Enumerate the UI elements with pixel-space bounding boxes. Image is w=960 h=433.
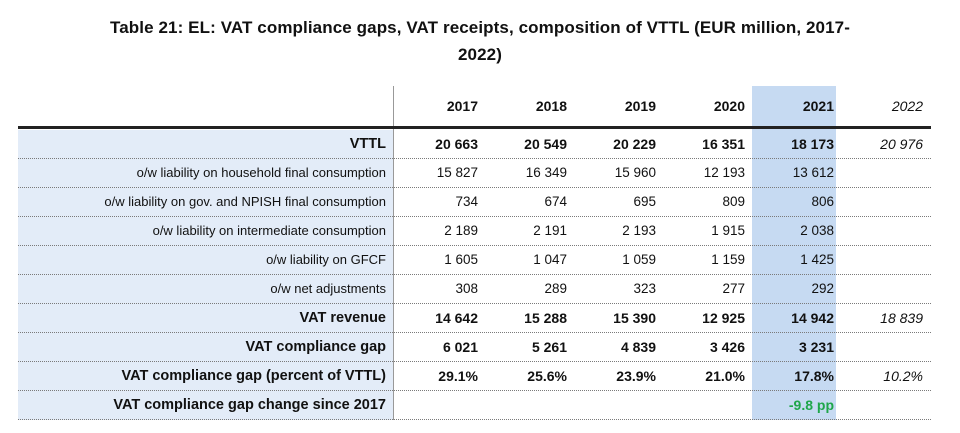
table-title-line1: Table 21: EL: VAT compliance gaps, VAT r…	[110, 18, 850, 37]
header-year: 2021	[802, 98, 834, 114]
row-label: VAT compliance gap change since 2017	[113, 397, 386, 413]
header-year: 2018	[535, 98, 567, 114]
highlight-column-2021	[752, 86, 836, 420]
table-cell: 20 229	[613, 136, 656, 152]
table-cell	[853, 217, 923, 245]
table-cell	[497, 391, 567, 419]
table-cell: 23.9%	[616, 368, 656, 384]
table-cell: 277	[722, 281, 745, 296]
label-column-background	[18, 130, 393, 420]
table-cell: 674	[544, 194, 567, 209]
table-cell: 1 047	[533, 252, 567, 267]
table-cell	[853, 333, 923, 361]
row-label: o/w net adjustments	[270, 281, 386, 296]
table-cell: 1 915	[711, 223, 745, 238]
table-cell: 16 351	[702, 136, 745, 152]
row-label: o/w liability on intermediate consumptio…	[152, 223, 386, 238]
table-cell: 20 663	[435, 136, 478, 152]
table-cell: 29.1%	[438, 368, 478, 384]
table-cell: 21.0%	[705, 368, 745, 384]
table-row: VTTL 20 663 20 549 20 229 16 351 18 173 20 976	[18, 130, 931, 159]
table-cell: 16 349	[525, 165, 567, 180]
table-cell: 15 390	[613, 310, 656, 326]
table-cell: 292	[811, 281, 834, 296]
table-cell: 2 191	[533, 223, 567, 238]
table-cell	[853, 188, 923, 216]
table-cell: 12 925	[702, 310, 745, 326]
header-year: 2017	[446, 98, 478, 114]
table-title: Table 21: EL: VAT compliance gaps, VAT r…	[0, 14, 960, 68]
table-row: o/w liability on GFCF 1 605 1 047 1 059 1 15…	[18, 246, 931, 275]
table-cell: 20 549	[524, 136, 567, 152]
row-label: VTTL	[349, 136, 386, 152]
table-cell: 25.6%	[527, 368, 567, 384]
table-cell: 15 288	[524, 310, 567, 326]
table-cell: 5 261	[531, 339, 567, 355]
table-row: VAT compliance gap change since 2017 -9.8…	[18, 391, 931, 420]
table-cell: 1 159	[711, 252, 745, 267]
table-row: VAT compliance gap 6 021 5 261 4 839 3 426 3 …	[18, 333, 931, 362]
table-cell: 1 605	[444, 252, 478, 267]
table-cell: 20 976	[880, 136, 923, 152]
table-cell: 15 827	[436, 165, 478, 180]
table-cell: 4 839	[620, 339, 656, 355]
table-cell: 1 059	[622, 252, 656, 267]
table-cell: 289	[544, 281, 567, 296]
table-cell	[853, 246, 923, 274]
table-row: VAT revenue 14 642 15 288 15 390 12 925 14 94…	[18, 304, 931, 333]
table-cell: 734	[455, 194, 478, 209]
table-cell: 1 425	[800, 252, 834, 267]
table-cell: 695	[633, 194, 656, 209]
table-cell: 15 960	[614, 165, 656, 180]
table-cell: 323	[633, 281, 656, 296]
table-cell	[586, 391, 656, 419]
table-cell: 2 189	[444, 223, 478, 238]
table-cell: 6 021	[442, 339, 478, 355]
row-label: VAT compliance gap (percent of VTTL)	[121, 368, 386, 384]
row-label: VAT compliance gap	[245, 339, 386, 355]
table-cell	[853, 275, 923, 303]
table-cell	[853, 159, 923, 187]
header-year: 2020	[713, 98, 745, 114]
table-row: o/w liability on intermediate consumptio…	[18, 217, 931, 246]
label-column-separator	[393, 86, 394, 420]
header-year: 2019	[624, 98, 656, 114]
table-cell: 2 193	[622, 223, 656, 238]
table-cell: 2 038	[800, 223, 834, 238]
table-cell: 806	[811, 194, 834, 209]
table-cell: 13 612	[792, 165, 834, 180]
table-cell	[408, 391, 478, 419]
header-year: 2022	[891, 98, 923, 114]
table-cell: 308	[455, 281, 478, 296]
table-cell: 18 173	[791, 136, 834, 152]
row-label: o/w liability on GFCF	[266, 252, 386, 267]
table-cell: 3 231	[798, 339, 834, 355]
table-cell	[853, 391, 923, 419]
table-row: VAT compliance gap (percent of VTTL) 29.1…	[18, 362, 931, 391]
table-cell: 17.8%	[794, 368, 834, 384]
table-cell: -9.8 pp	[788, 397, 834, 413]
table-cell: 12 193	[703, 165, 745, 180]
row-label: o/w liability on household final consump…	[136, 165, 386, 180]
table-cell: 14 642	[435, 310, 478, 326]
row-label: o/w liability on gov. and NPISH final co…	[104, 194, 386, 209]
table-cell: 10.2%	[883, 368, 923, 384]
table-cell: 3 426	[709, 339, 745, 355]
table-row: o/w net adjustments 308 289 323 277 292	[18, 275, 931, 304]
table-cell: 18 839	[880, 310, 923, 326]
header-rule	[18, 126, 931, 129]
table-title-line2: 2022)	[458, 45, 502, 64]
table-cell: 809	[722, 194, 745, 209]
row-label: VAT revenue	[299, 310, 387, 326]
table-cell: 14 942	[791, 310, 834, 326]
table-row: o/w liability on household final consump…	[18, 159, 931, 188]
table-cell	[675, 391, 745, 419]
table-row: o/w liability on gov. and NPISH final co…	[18, 188, 931, 217]
